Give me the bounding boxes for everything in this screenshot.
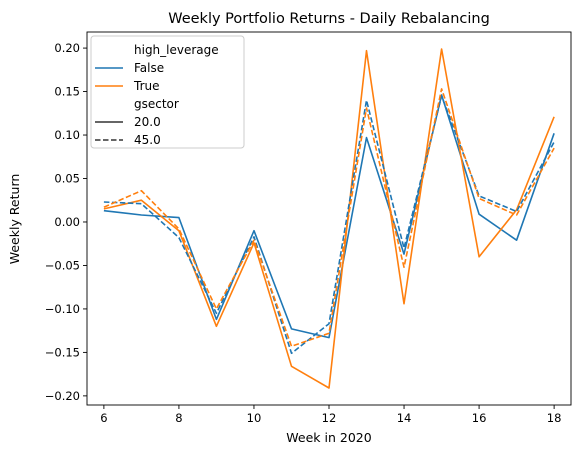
y-axis-label: Weekly Return <box>7 174 22 265</box>
legend-box <box>90 35 245 149</box>
series-line-3 <box>103 88 555 348</box>
x-tick-label: 18 <box>547 411 562 425</box>
y-tick-label: −0.20 <box>45 389 80 403</box>
x-tick-label: 6 <box>100 411 107 425</box>
y-tick-label: 0.05 <box>54 172 80 186</box>
legend-group-title: gsector <box>134 97 179 111</box>
x-tick-label: 14 <box>397 411 412 425</box>
y-tick-label: 0.10 <box>54 128 80 142</box>
y-axis: −0.20 −0.15 −0.10 −0.05 0.00 0.05 0.10 0.15 0.20 <box>45 41 87 403</box>
legend-entry-label: True <box>133 79 160 93</box>
legend-entry-label: False <box>134 61 164 75</box>
y-tick-label: −0.05 <box>45 258 80 272</box>
x-axis-label: Week in 2020 <box>286 430 371 445</box>
legend-entry-label: 45.0 <box>134 133 161 147</box>
series-line-0 <box>103 94 555 339</box>
x-tick-label: 10 <box>247 411 262 425</box>
plot-area <box>103 48 555 389</box>
y-tick-label: 0.00 <box>54 215 80 229</box>
y-tick-label: −0.15 <box>45 345 80 359</box>
y-tick-label: −0.10 <box>45 302 80 316</box>
legend: high_leverage False True gsector 20.0 45.0 <box>90 35 245 149</box>
x-tick-label: 12 <box>322 411 337 425</box>
x-tick-label: 16 <box>472 411 487 425</box>
legend-entry-label: 20.0 <box>134 115 161 129</box>
y-tick-label: 0.15 <box>54 85 80 99</box>
legend-group-title: high_leverage <box>134 43 219 57</box>
chart-title: Weekly Portfolio Returns - Daily Rebalan… <box>168 11 490 27</box>
y-tick-label: 0.20 <box>54 41 80 55</box>
x-axis: 6 8 10 12 14 16 18 <box>100 405 561 425</box>
series-line-2 <box>103 95 555 355</box>
x-tick-label: 8 <box>175 411 182 425</box>
